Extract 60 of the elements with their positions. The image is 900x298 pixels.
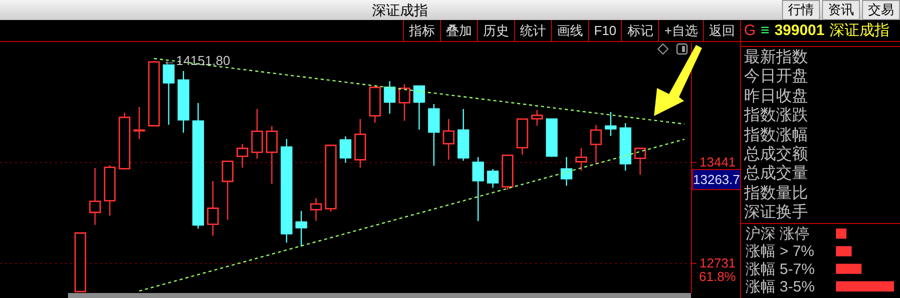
text: 深证换手 [744, 203, 808, 223]
bar [836, 264, 862, 274]
text: 返回 [703, 20, 740, 41]
candlestick [428, 103, 440, 166]
candlestick [89, 167, 101, 226]
text: 资讯 [822, 0, 860, 20]
text: 61.8% [699, 269, 736, 284]
text: 昨日收盘 [744, 86, 808, 106]
y-tick-label: 涨幅 3-5% [746, 278, 815, 296]
text: 指标 [403, 20, 440, 41]
text: 指数量比 [744, 184, 808, 204]
text: G ≡ 399001 深证成指 [744, 22, 890, 39]
candlestick [590, 124, 602, 165]
bar [836, 246, 852, 256]
candlestick [604, 111, 617, 137]
text: 行情 [782, 0, 820, 20]
text: 指数涨跌 [744, 106, 808, 126]
bar [836, 281, 894, 292]
candlestick [575, 147, 588, 172]
text: 叠加 [440, 20, 477, 41]
candlestick [384, 80, 396, 114]
y-tick-label: 13441 [700, 154, 736, 170]
candlestick [398, 83, 410, 122]
text: 标记 [621, 20, 658, 41]
candlestick [310, 197, 322, 222]
text: 历史 [477, 20, 514, 41]
y-tick-label: 沪深 涨停 [746, 226, 810, 243]
candlestick [133, 106, 146, 140]
bar [836, 228, 846, 239]
y-tick-label: 涨幅 5-7% [746, 260, 815, 278]
text: 今日开盘 [744, 67, 808, 87]
text: 13263.7 [692, 169, 741, 190]
text: 统计 [514, 20, 551, 41]
text: 最新指数 [744, 48, 808, 68]
text: +自选 [658, 20, 703, 41]
y-tick-label: 涨幅 > 7% [746, 243, 814, 260]
chart-title: 深证成指 [371, 2, 429, 20]
text: F10 [588, 20, 622, 41]
candlestick [222, 160, 234, 220]
candlestick [486, 168, 499, 188]
text: 指数涨幅 [744, 126, 808, 146]
text: 交易 [862, 0, 900, 20]
candlestick [634, 148, 646, 176]
candlestick [295, 210, 308, 248]
candlestick [251, 108, 263, 160]
candlestick [413, 85, 426, 130]
candlestick [162, 64, 175, 126]
text: 总成交额 [744, 145, 808, 164]
candlestick [472, 156, 484, 222]
candlestick [340, 136, 352, 164]
candlestick [236, 143, 248, 168]
text: 画线 [551, 20, 588, 41]
candlestick [266, 125, 278, 184]
y-tick-label: 12731 [700, 255, 736, 270]
candlestick [531, 109, 543, 126]
annotation: ←14151.80 [162, 52, 230, 68]
text: 总成交量 [744, 164, 808, 184]
candlestick [560, 156, 572, 186]
candlestick [207, 180, 219, 236]
candlestick [442, 118, 454, 160]
